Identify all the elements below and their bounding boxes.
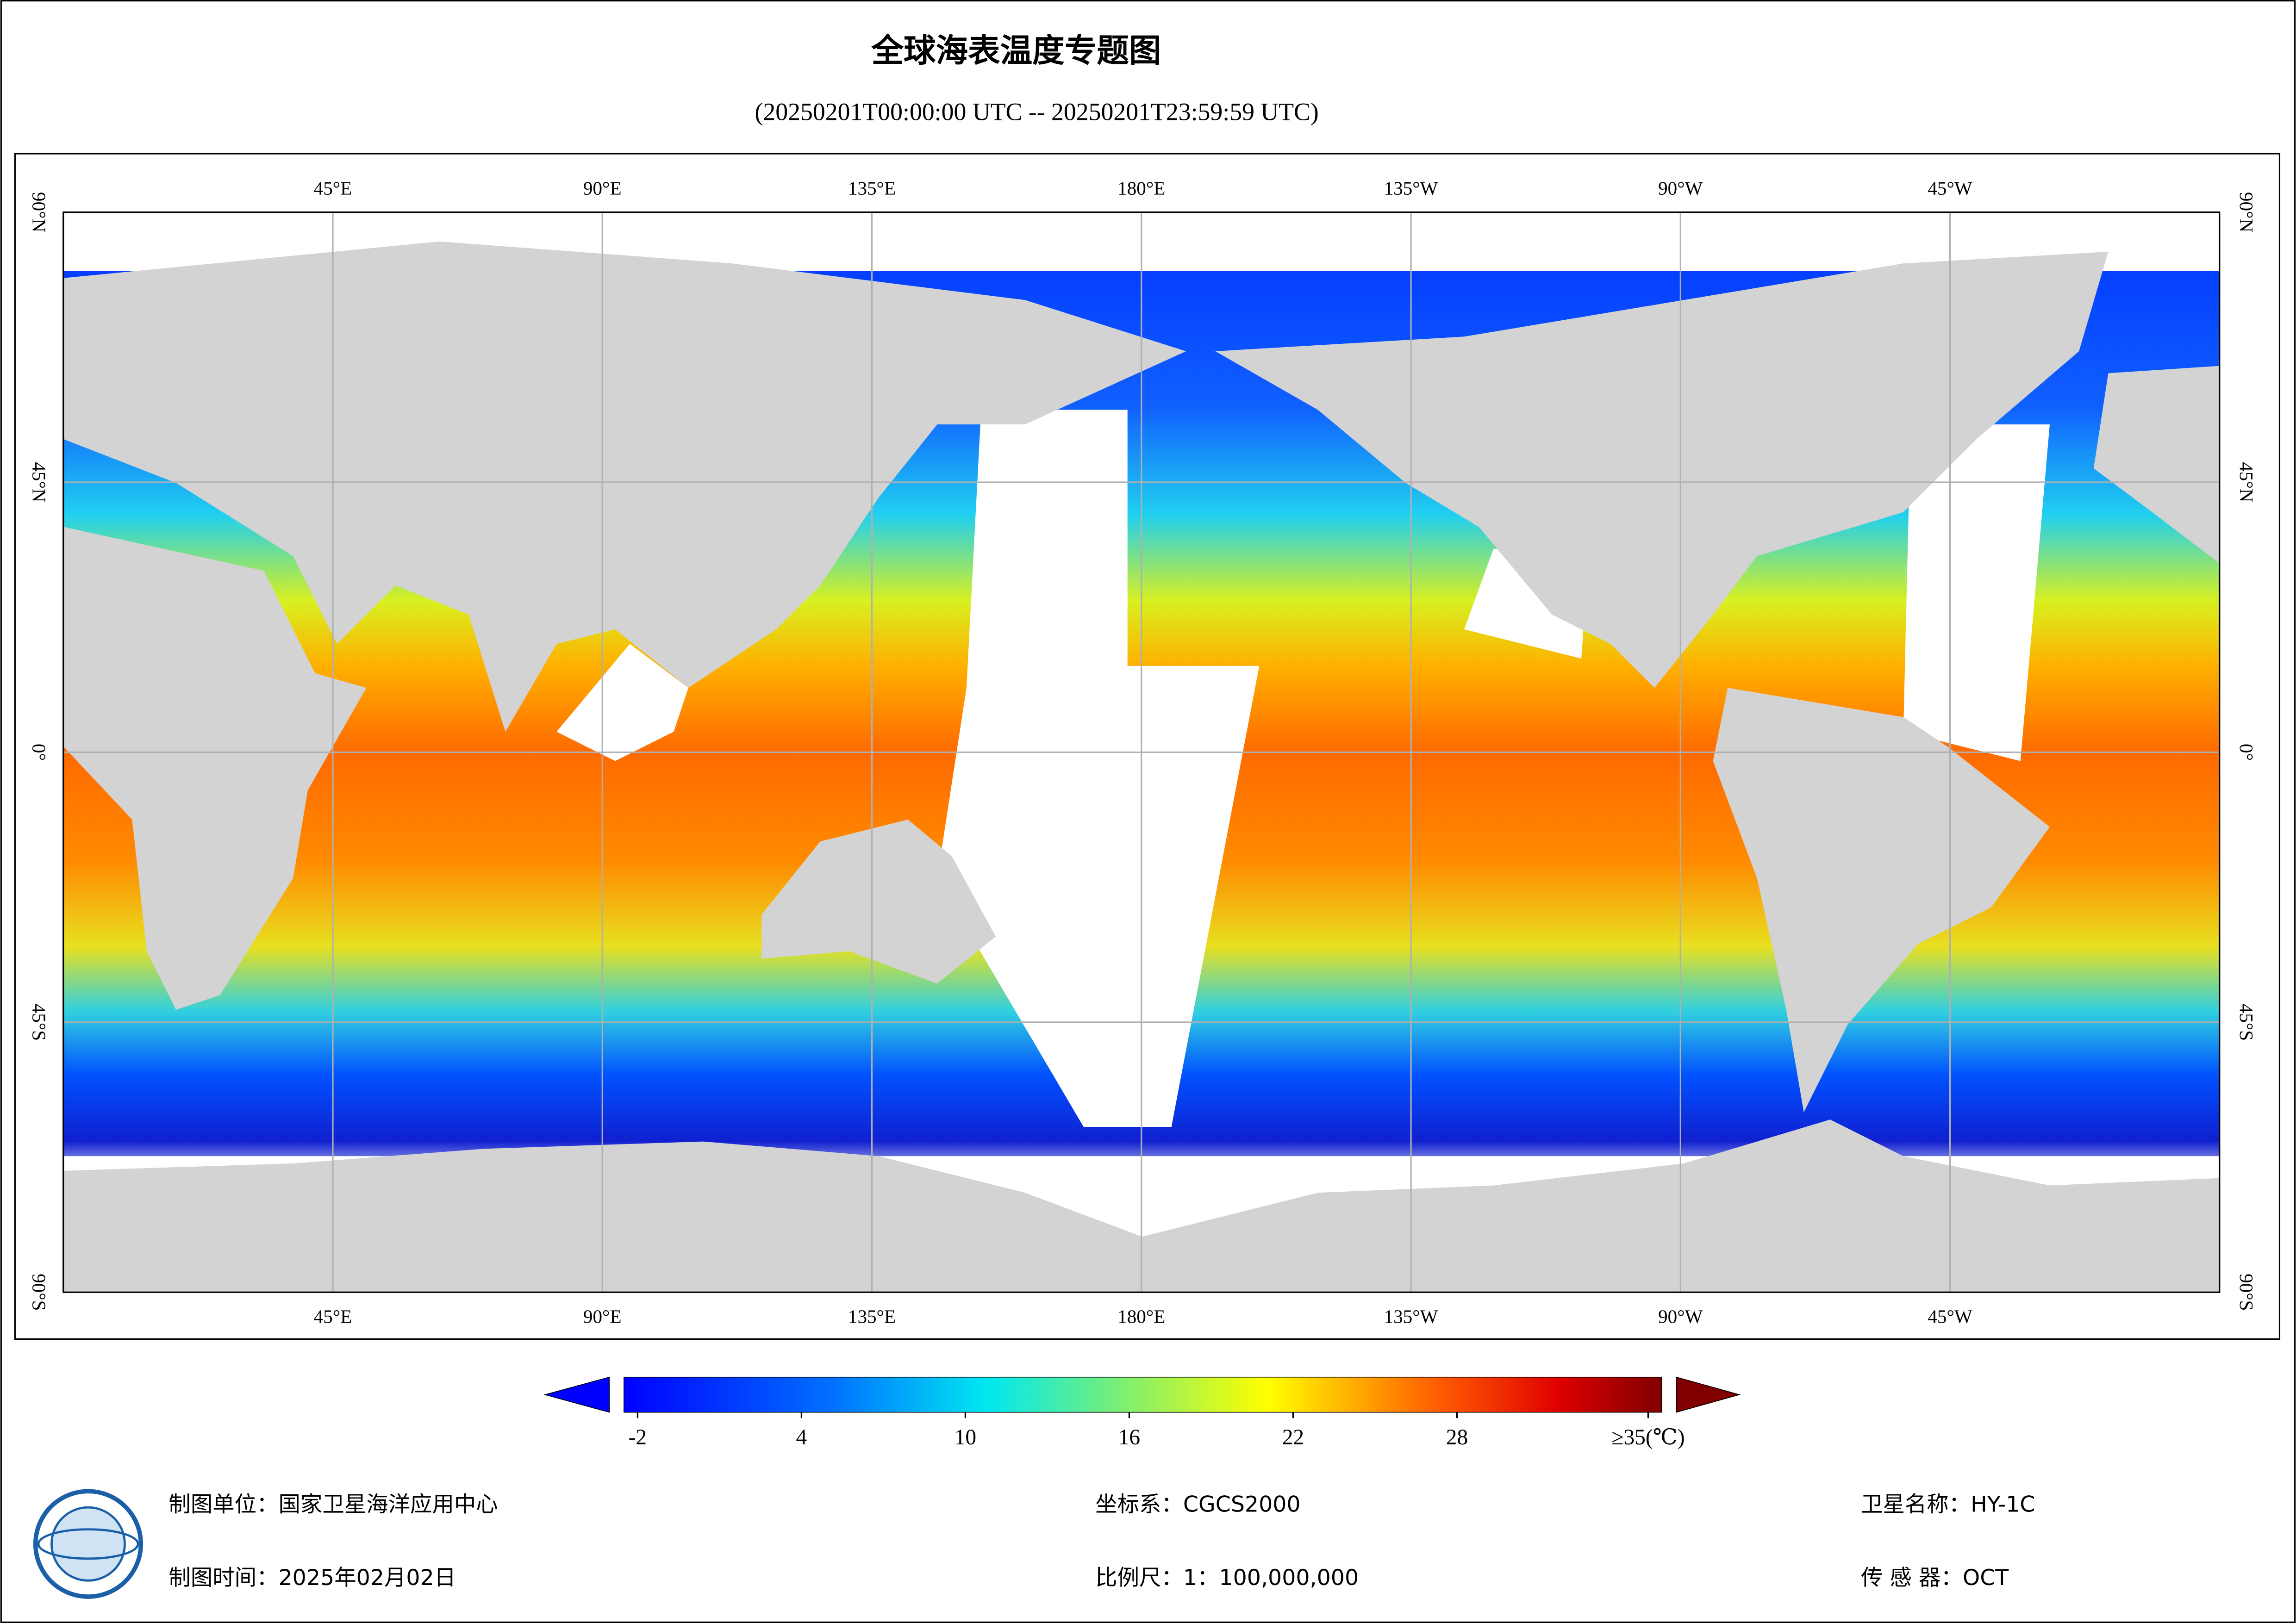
map-frame [14,153,2281,1340]
lon-label-top: 135°W [1384,178,1438,199]
colorbar-label: 10 [955,1425,976,1449]
lat-label-left: 45°N [28,462,50,502]
lon-label-bottom: 135°W [1384,1306,1438,1327]
lat-label-right: 90°N [2236,192,2257,232]
colorbar-label: ≥35(℃) [1611,1425,1685,1449]
subtitle: (20250201T00:00:00 UTC -- 20250201T23:59… [755,98,1319,125]
colorbar-label: 28 [1446,1425,1468,1449]
sensor: 传 感 器：OCT [1861,1565,2009,1591]
lat-label-left: 0° [28,744,50,761]
lon-label-bottom: 45°E [314,1306,352,1327]
lat-label-left: 90°S [28,1274,50,1311]
lat-label-right: 45°S [2236,1004,2257,1041]
crs: 坐标系：CGCS2000 [1095,1492,1300,1517]
colorbar-label: -2 [629,1425,647,1449]
satellite: 卫星名称：HY-1C [1861,1492,2035,1517]
scale: 比例尺：1：100,000,000 [1095,1565,1359,1591]
lon-label-top: 45°W [1928,178,1972,199]
lat-label-right: 0° [2236,744,2257,761]
lon-label-bottom: 90°E [583,1306,622,1327]
lon-label-bottom: 90°W [1658,1306,1703,1327]
colorbar-label: 22 [1282,1425,1304,1449]
colorbar-min-arrow [543,1376,610,1413]
lon-label-top: 180°E [1117,178,1165,199]
colorbar [624,1376,1662,1413]
lon-label-top: 135°E [848,178,896,199]
logo [33,1489,144,1599]
lon-label-top: 90°E [583,178,622,199]
lon-label-top: 90°W [1658,178,1703,199]
colorbar-max-arrow [1676,1376,1741,1413]
lon-label-bottom: 135°E [848,1306,896,1327]
map-border [62,211,2221,1293]
colorbar-label: 4 [796,1425,807,1449]
title: 全球海表温度专题图 [871,32,1161,69]
lon-label-top: 45°E [314,178,352,199]
lon-label-bottom: 45°W [1928,1306,1972,1327]
lat-label-right: 45°N [2236,462,2257,502]
producer: 制图单位：国家卫星海洋应用中心 [168,1492,498,1517]
lon-label-bottom: 180°E [1117,1306,1165,1327]
colorbar-label: 16 [1118,1425,1140,1449]
production-time: 制图时间：2025年02月02日 [168,1565,456,1591]
lat-label-left: 90°N [28,192,50,232]
lat-label-right: 90°S [2236,1274,2257,1311]
lat-label-left: 45°S [28,1004,50,1041]
